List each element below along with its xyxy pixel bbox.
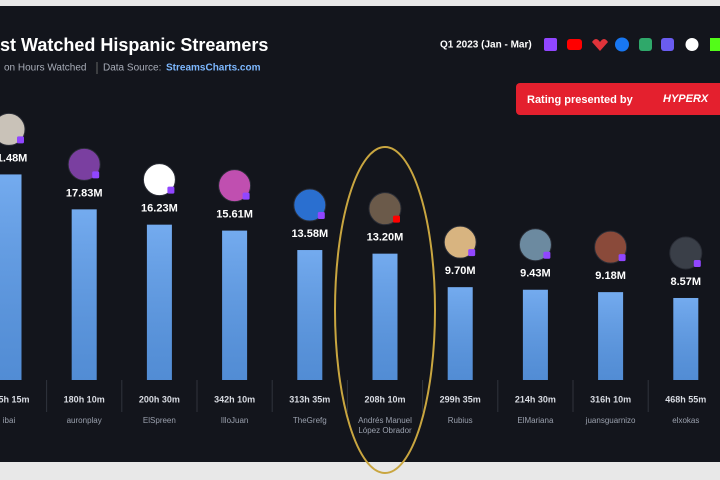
avatar	[594, 230, 628, 264]
hours-label: 285h 15m	[0, 394, 30, 404]
bar-shade	[146, 224, 172, 380]
x-tick-label: elxokas	[672, 416, 700, 425]
hours-label: 316h 10m	[590, 394, 631, 404]
platform-badge	[468, 249, 476, 257]
source-label: Data Source:	[103, 63, 161, 74]
platform-icons	[544, 37, 720, 52]
period: Q1 2023 (Jan - Mar)	[440, 40, 532, 51]
x-tick-label: juansguarnizo	[585, 416, 636, 425]
chart-title: st Watched Hispanic Streamers	[0, 35, 268, 55]
value-label: 15.61M	[216, 209, 253, 221]
bar-shade	[222, 230, 248, 380]
banner-text: Rating presented by	[527, 94, 634, 106]
x-tick-label: ibai	[2, 416, 16, 425]
hours-label: 214h 30m	[515, 394, 556, 404]
value-label: 9.70M	[445, 265, 476, 277]
bar-shade	[673, 297, 699, 380]
platform-badge	[92, 171, 100, 179]
hours-label: 180h 10m	[64, 394, 105, 404]
hours-label: 468h 55m	[665, 394, 706, 404]
platform-badge	[242, 192, 250, 200]
highlight-ellipse	[334, 146, 436, 474]
x-tick-label: ElSpreen	[142, 416, 176, 425]
bar-shade	[447, 287, 473, 380]
bar-shade	[522, 289, 548, 380]
platform-badge	[393, 215, 400, 223]
bar-shade	[71, 209, 97, 380]
bar-shade	[0, 174, 22, 380]
value-label: 13.58M	[291, 228, 328, 240]
avatar	[669, 236, 703, 270]
subtitle: on Hours Watched	[4, 63, 86, 74]
value-label: 21.48M	[0, 152, 27, 164]
avatar	[368, 192, 402, 226]
bar-shade	[598, 292, 624, 380]
hours-label: 342h 10m	[214, 394, 255, 404]
value-label: 8.57M	[671, 276, 702, 288]
avatar	[443, 225, 477, 259]
bar-shade	[372, 253, 398, 380]
x-tick-label: TheGrefg	[292, 416, 327, 425]
value-label: 9.18M	[595, 270, 626, 282]
platform-badge	[543, 251, 551, 259]
bar-shade	[297, 250, 323, 380]
x-tick-label: IlloJuan	[220, 416, 249, 425]
avatar	[142, 163, 176, 197]
hours-label: 299h 35m	[440, 394, 481, 404]
source: StreamsCharts.com	[166, 63, 261, 74]
value-label: 17.83M	[66, 187, 103, 199]
hours-label: 313h 35m	[289, 394, 330, 404]
platform-badge	[693, 259, 701, 267]
platform-badge	[317, 212, 325, 220]
avatar	[218, 169, 252, 203]
avatar	[518, 228, 552, 262]
value-label: 16.23M	[141, 203, 178, 215]
hours-label: 208h 10m	[364, 394, 405, 404]
sponsor-banner	[516, 83, 720, 115]
value-label: 9.43M	[520, 268, 551, 280]
platform-badge	[17, 136, 24, 144]
panel	[0, 6, 720, 462]
sponsor-logo: HYPERX	[663, 93, 709, 105]
avatar	[67, 147, 101, 181]
platform-badge	[167, 186, 175, 194]
value-label: 13.20M	[367, 232, 404, 244]
avatar	[293, 188, 327, 222]
hours-label: 200h 30m	[139, 394, 180, 404]
x-tick-label: ElMariana	[517, 416, 554, 425]
x-tick-label: Andrés Manuel López Obrador	[358, 416, 412, 435]
platform-badge	[618, 254, 626, 262]
x-tick-label: Rubius	[447, 416, 473, 425]
x-tick-label: auronplay	[66, 416, 102, 425]
